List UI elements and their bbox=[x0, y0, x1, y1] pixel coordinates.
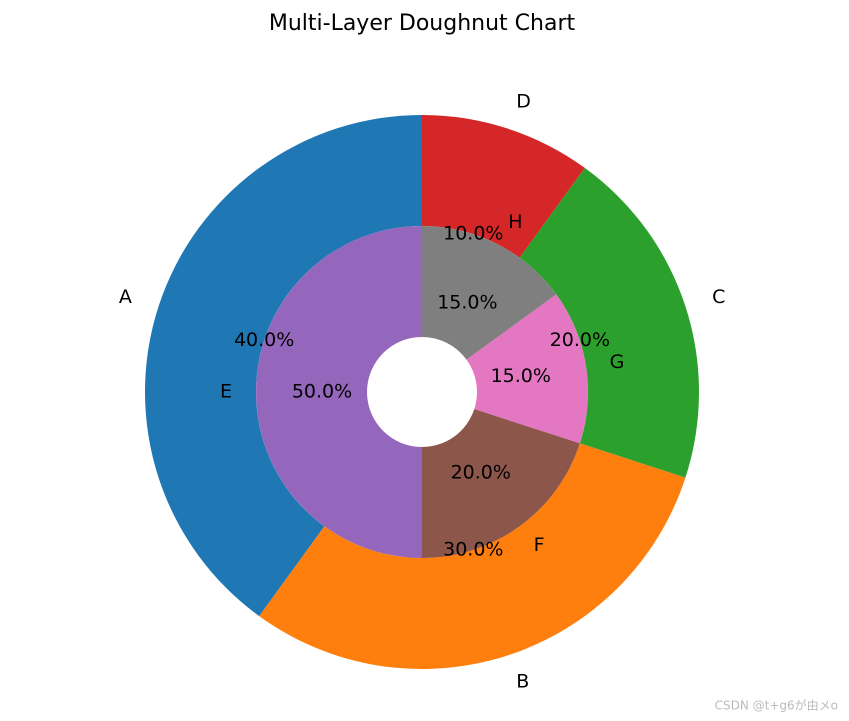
percent-label: 20.0% bbox=[550, 329, 610, 351]
percent-label: 15.0% bbox=[437, 291, 497, 313]
wedge bbox=[256, 226, 422, 558]
percent-label: 50.0% bbox=[292, 381, 352, 403]
percent-label: 40.0% bbox=[234, 329, 294, 351]
wedge-label: H bbox=[508, 211, 522, 233]
wedge bbox=[519, 167, 699, 478]
percent-label: 10.0% bbox=[443, 223, 503, 245]
chart-title: Multi-Layer Doughnut Chart bbox=[269, 11, 576, 36]
wedge bbox=[144, 115, 423, 617]
wedge-label: B bbox=[516, 671, 529, 693]
percent-label: 20.0% bbox=[451, 461, 511, 483]
wedge-label: D bbox=[516, 90, 531, 112]
wedge-label: C bbox=[712, 286, 725, 308]
wedge-label: G bbox=[610, 351, 625, 373]
wedge-label: F bbox=[534, 534, 545, 556]
percent-label: 15.0% bbox=[491, 365, 551, 387]
wedge bbox=[466, 294, 588, 444]
wedge bbox=[259, 443, 686, 669]
wedge-label: A bbox=[119, 286, 132, 308]
wedge bbox=[422, 408, 580, 558]
watermark: CSDN @t+g6が由メo bbox=[715, 698, 838, 713]
wedge-label: E bbox=[220, 381, 232, 403]
percent-label: 30.0% bbox=[443, 538, 503, 560]
wedge bbox=[422, 115, 585, 258]
wedge bbox=[422, 226, 557, 360]
